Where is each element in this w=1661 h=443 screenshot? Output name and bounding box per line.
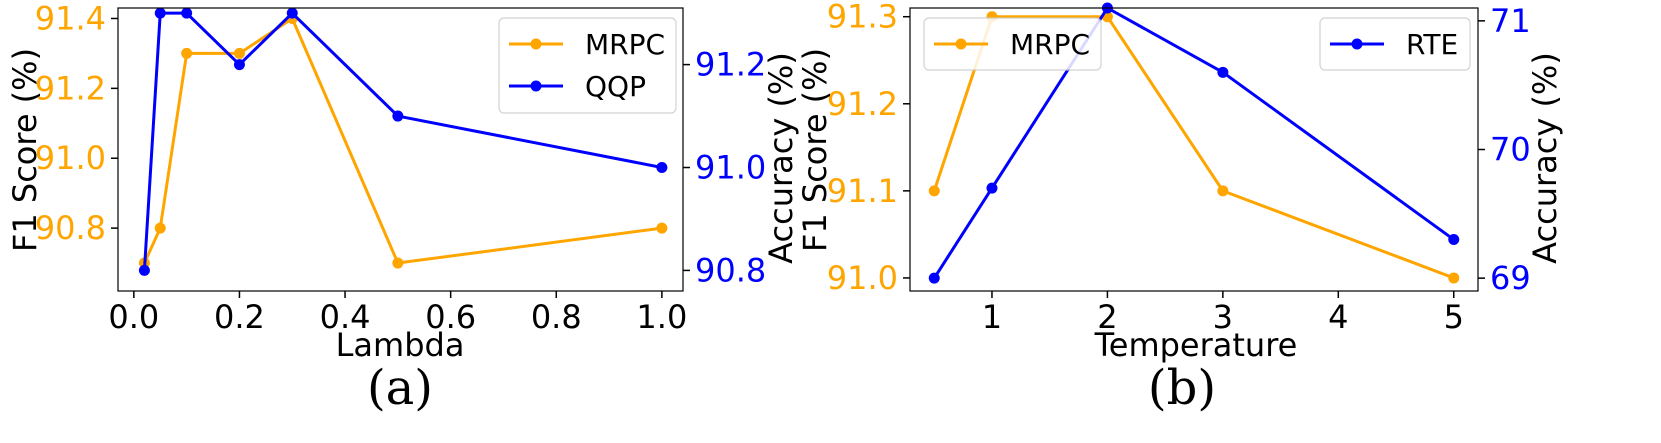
y-right-tick-label: 71 — [1490, 2, 1531, 40]
legend-box — [498, 17, 677, 114]
legend-marker-mrpc — [530, 38, 542, 50]
legend-marker-mrpc — [955, 38, 967, 50]
y-left-tick-label: 91.0 — [827, 259, 898, 297]
panel-b-right-y-ticks: 69 70 71 — [1478, 2, 1531, 297]
y-right-tick-label: 70 — [1490, 131, 1531, 169]
y-left-tick-label: 91.2 — [35, 69, 106, 107]
data-point-qqp — [656, 162, 668, 174]
data-point-rte — [928, 272, 940, 284]
panel-b-legend-left: MRPC — [923, 17, 1102, 71]
x-tick-label: 0.6 — [425, 298, 476, 336]
panel-a-left-y-ticks: 90.8 91.0 91.2 91.4 — [35, 0, 118, 247]
legend-label-mrpc: MRPC — [585, 28, 665, 61]
data-point-rte — [1217, 66, 1229, 78]
panel-a-frame — [117, 7, 684, 292]
y-left-tick-label: 90.8 — [35, 209, 106, 247]
panel-a-xlabel: Lambda — [336, 326, 465, 364]
y-right-tick-label: 69 — [1490, 259, 1531, 297]
data-point-mrpc — [392, 257, 404, 269]
y-left-tick-label: 91.3 — [827, 0, 898, 36]
data-point-qqp — [286, 7, 298, 19]
x-tick-label: 0.4 — [320, 298, 371, 336]
panel-a-right-y-ticks: 90.8 91.0 91.2 — [683, 46, 766, 289]
legend-label-rte: RTE — [1406, 28, 1458, 61]
y-right-tick-label: 90.8 — [695, 251, 766, 289]
x-tick-label: 0.2 — [214, 298, 265, 336]
panel-b-left-y-ticks: 91.0 91.1 91.2 91.3 — [827, 0, 910, 297]
y-left-tick-label: 91.0 — [35, 139, 106, 177]
panel-a-lines — [138, 7, 668, 276]
panel-a-x-ticks: 0.0 0.2 0.4 0.6 0.8 1.0 — [108, 291, 687, 336]
panel-b-ylabel-right: Accuracy (%) — [1526, 52, 1564, 264]
panel-a-caption: (a) — [367, 360, 433, 416]
legend-label-mrpc: MRPC — [1010, 28, 1090, 61]
panel-b-frame — [909, 7, 1479, 292]
x-tick-label: 0.8 — [531, 298, 582, 336]
data-point-mrpc — [656, 222, 668, 234]
panel-a-ylabel-right: Accuracy (%) — [762, 52, 800, 264]
legend-label-qqp: QQP — [585, 70, 646, 103]
y-right-tick-label: 91.2 — [695, 46, 766, 84]
data-point-mrpc — [154, 222, 166, 234]
data-point-qqp — [138, 264, 150, 276]
y-left-tick-label: 91.4 — [35, 0, 106, 37]
y-right-tick-label: 91.0 — [695, 149, 766, 187]
panel-a-ylabel-left: F1 Score (%) — [6, 48, 44, 252]
x-tick-label: 4 — [1328, 298, 1348, 336]
data-point-rte — [1448, 234, 1460, 246]
panel-b-x-ticks: 1 2 3 4 5 — [982, 291, 1464, 336]
data-point-mrpc — [928, 185, 940, 197]
legend-box — [923, 17, 1102, 71]
x-tick-label: 0.0 — [108, 298, 159, 336]
y-left-tick-label: 91.2 — [827, 85, 898, 123]
x-tick-label: 3 — [1213, 298, 1233, 336]
data-point-mrpc — [1448, 272, 1460, 284]
x-tick-label: 1.0 — [636, 298, 687, 336]
panel-a-legend: MRPC QQP — [498, 17, 677, 114]
panel-b-legend-right: RTE — [1319, 17, 1471, 71]
legend-box — [1319, 17, 1471, 71]
x-tick-label: 2 — [1097, 298, 1117, 336]
data-point-mrpc — [1217, 185, 1229, 197]
panel-a: 0.0 0.2 0.4 0.6 0.8 1.0 90.8 91.0 91.2 91.4 90.8… — [6, 0, 800, 416]
panel-b: 1 2 3 4 5 91.0 91.1 91.2 91.3 69 70 71 Temperatur… — [796, 0, 1564, 416]
panel-b-caption: (b) — [1148, 360, 1216, 416]
panel-b-ylabel-left: F1 Score (%) — [796, 48, 834, 252]
x-tick-label: 5 — [1444, 298, 1464, 336]
data-point-qqp — [154, 7, 166, 19]
data-point-mrpc — [181, 47, 193, 59]
data-point-rte — [986, 182, 998, 194]
data-point-mrpc — [233, 47, 245, 59]
panel-b-xlabel: Temperature — [1094, 326, 1298, 364]
data-point-qqp — [392, 110, 404, 122]
y-left-tick-label: 91.1 — [827, 172, 898, 210]
data-point-qqp — [181, 7, 193, 19]
data-point-qqp — [233, 59, 245, 71]
x-tick-label: 1 — [982, 298, 1002, 336]
legend-marker-qqp — [530, 80, 542, 92]
legend-marker-rte — [1351, 38, 1363, 50]
